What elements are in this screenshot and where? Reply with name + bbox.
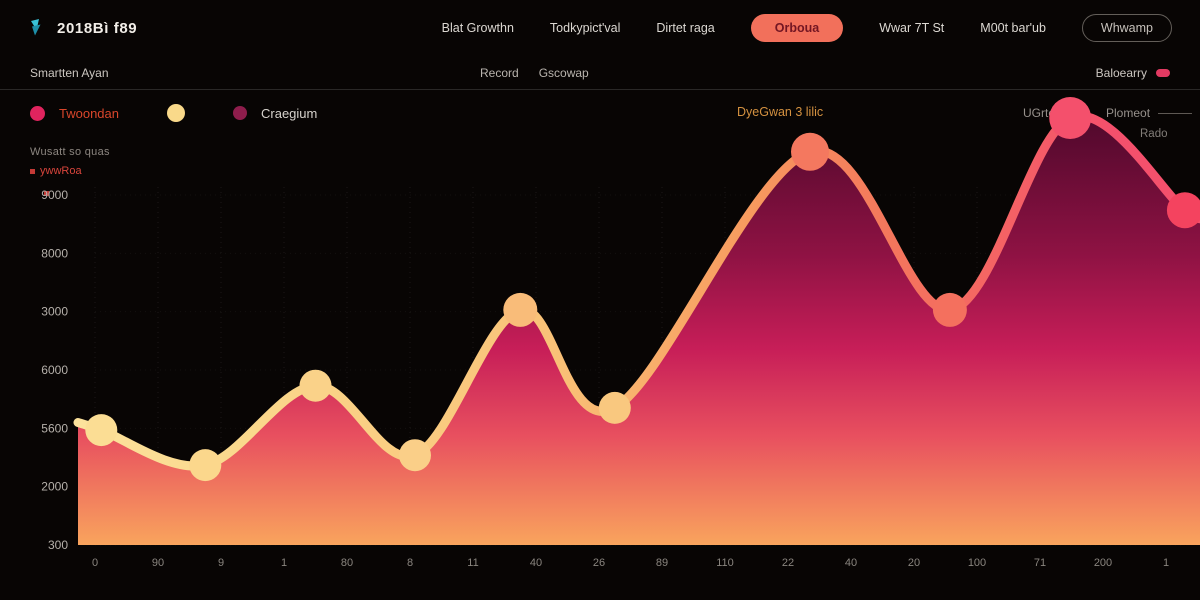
legend-label: Twoondan bbox=[59, 105, 119, 121]
legend-dot-icon bbox=[167, 104, 185, 122]
x-tick-label: 200 bbox=[1094, 557, 1112, 569]
axis-note-red: ywwRoa bbox=[30, 165, 82, 177]
area-fill bbox=[78, 116, 1200, 545]
brand[interactable]: 2018Bì f89 bbox=[28, 18, 137, 38]
x-tick-label: 90 bbox=[152, 557, 164, 569]
subheader-left-label: Smartten Ayan bbox=[30, 65, 109, 80]
right-annotation-b: Plomeot bbox=[1106, 106, 1193, 120]
nav-item-6[interactable]: Whwamp bbox=[1081, 14, 1172, 42]
nav-item-5[interactable]: M00t bar'ub bbox=[980, 21, 1046, 35]
top-navigation-bar: 2018Bì f89 Blat Growthn Todkypict'val Dirt… bbox=[0, 0, 1200, 56]
subheader-right-label: Baloearry bbox=[1095, 65, 1147, 80]
y-tick-label: 300 bbox=[48, 538, 68, 552]
axis-note: Wusatt so quas bbox=[30, 146, 110, 158]
y-axis-marker-icon bbox=[44, 191, 49, 196]
legend-dot-icon bbox=[233, 106, 247, 120]
subheader-center: Record Gscowap bbox=[480, 56, 589, 90]
data-point[interactable] bbox=[503, 292, 538, 327]
subheader-center-label-1[interactable]: Record bbox=[480, 66, 519, 80]
logo-icon bbox=[28, 18, 48, 38]
nav-item-3[interactable]: Orboua bbox=[750, 14, 844, 42]
x-tick-label: 100 bbox=[968, 557, 986, 569]
right-annotation-c: Rado bbox=[1140, 128, 1168, 140]
x-tick-label: 1 bbox=[1163, 557, 1169, 569]
y-tick-label: 6000 bbox=[41, 363, 68, 377]
y-tick-label: 9000 bbox=[41, 188, 68, 202]
x-tick-label: 110 bbox=[716, 557, 734, 569]
y-tick-label: 3000 bbox=[41, 305, 68, 319]
axis-note-red-label: ywwRoa bbox=[40, 165, 82, 177]
legend-dot-icon bbox=[30, 105, 45, 121]
legend-item-1[interactable] bbox=[167, 104, 185, 122]
data-point[interactable] bbox=[1049, 97, 1092, 139]
peak-annotation: DyeGwan 3 lilic bbox=[737, 105, 824, 119]
data-point[interactable] bbox=[932, 292, 967, 327]
red-square-icon bbox=[30, 168, 35, 174]
x-tick-label: 26 bbox=[593, 557, 605, 569]
status-dot-icon bbox=[1156, 68, 1170, 77]
legend-item-2[interactable]: Craegium bbox=[233, 106, 317, 121]
legend-item-0[interactable]: Twoondan bbox=[30, 105, 119, 121]
y-tick-label: 2000 bbox=[41, 480, 68, 494]
data-point[interactable] bbox=[1166, 192, 1200, 229]
y-tick-label: 5600 bbox=[41, 421, 68, 435]
data-point[interactable] bbox=[598, 391, 631, 424]
legend-label: Craegium bbox=[261, 105, 318, 121]
chart-legend: Twoondan Craegium bbox=[30, 104, 365, 122]
data-point[interactable] bbox=[189, 449, 222, 482]
y-tick-label: 8000 bbox=[41, 246, 68, 260]
x-tick-label: 11 bbox=[467, 557, 478, 569]
x-tick-label: 71 bbox=[1034, 557, 1046, 569]
nav-item-1[interactable]: Todkypict'val bbox=[549, 21, 621, 35]
data-point[interactable] bbox=[299, 369, 332, 402]
x-tick-label: 40 bbox=[845, 557, 857, 569]
data-point[interactable] bbox=[791, 132, 829, 171]
x-tick-label: 20 bbox=[908, 557, 920, 569]
data-point[interactable] bbox=[399, 439, 431, 472]
nav-item-2[interactable]: Dirtet raga bbox=[656, 21, 715, 35]
subheader-right[interactable]: Baloearry bbox=[1096, 66, 1170, 80]
data-point[interactable] bbox=[85, 414, 118, 447]
x-tick-label: 40 bbox=[530, 557, 542, 569]
x-tick-label: 1 bbox=[281, 557, 287, 569]
x-tick-label: 80 bbox=[341, 557, 353, 569]
nav-item-0[interactable]: Blat Growthn bbox=[441, 21, 514, 35]
subheader-center-label-2[interactable]: Gscowap bbox=[538, 66, 589, 80]
right-annotation-a: UGrte bbox=[1023, 106, 1056, 120]
nav-item-4[interactable]: Wwar 7T St bbox=[879, 21, 945, 35]
x-tick-label: 89 bbox=[656, 557, 668, 569]
right-annotation-b-label: Plomeot bbox=[1106, 106, 1151, 120]
x-tick-label: 8 bbox=[407, 557, 413, 569]
annotation-dash-icon bbox=[1158, 112, 1193, 114]
sub-header: Smartten Ayan Record Gscowap Baloearry bbox=[0, 56, 1200, 90]
x-tick-label: 9 bbox=[218, 557, 224, 569]
primary-nav: Blat Growthn Todkypict'val Dirtet raga Orbo… bbox=[406, 14, 1172, 42]
brand-name: 2018Bì f89 bbox=[57, 19, 138, 37]
x-tick-label: 22 bbox=[782, 557, 794, 569]
x-tick-label: 0 bbox=[92, 557, 98, 569]
